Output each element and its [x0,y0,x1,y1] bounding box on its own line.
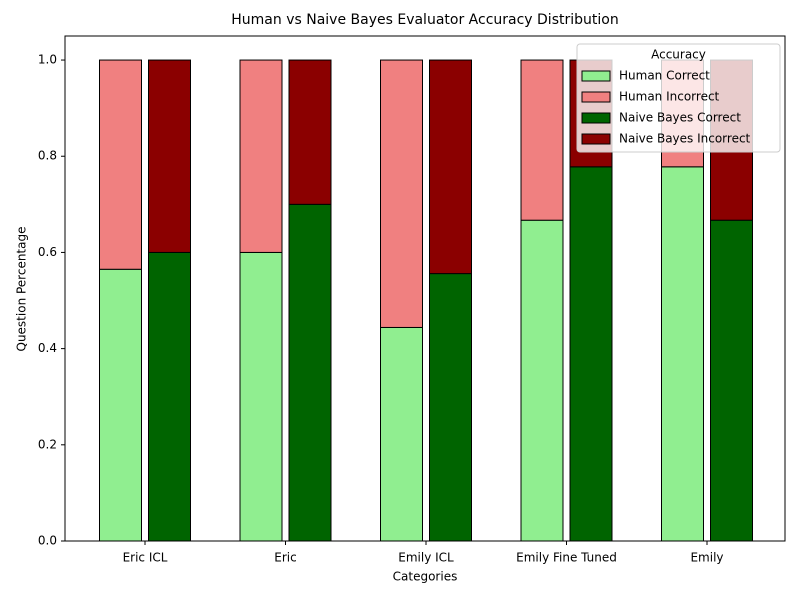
x-tick-label: Eric ICL [123,551,168,565]
bar-segment [429,273,472,542]
legend-box [576,43,781,153]
y-tick-label: 0.6 [38,245,57,259]
y-tick-label: 0.8 [38,149,57,163]
bar-segment [148,251,191,542]
bar-segment [429,59,472,275]
legend-title: Accuracy [651,48,706,62]
bar-segment [710,219,753,542]
legend-swatch [581,133,611,145]
x-tick-label: Eric [274,551,296,565]
bar-segment [239,59,283,253]
bar-segment [520,59,564,221]
legend-label: Human Correct [619,69,710,83]
legend: Accuracy Human Correct Human Incorrect Naiv… [576,43,781,153]
bar-segment [239,251,283,542]
legend-swatch [581,112,611,124]
y-tick-label: 0.4 [38,341,57,355]
bar-segment [520,219,564,542]
bar-segment [288,203,332,542]
legend-label: Naive Bayes Incorrect [619,132,751,146]
legend-swatch [581,91,611,103]
bar-segment [288,59,332,205]
bar-segment [148,59,191,253]
x-tick-label: Emily [690,551,723,565]
bar-segment [99,268,142,542]
bar-segment [99,59,142,270]
x-tick-label: Emily ICL [398,551,454,565]
y-tick-label: 0.0 [38,534,57,548]
legend-label: Human Incorrect [619,90,720,104]
bar-segment [380,59,423,328]
plot-frame [64,35,786,542]
y-tick-label: 1.0 [38,53,57,67]
bar-segment [569,166,613,542]
bar-segment [380,326,423,542]
y-tick-label: 0.2 [38,437,57,451]
x-axis-label: Categories [393,570,458,584]
legend-label: Naive Bayes Correct [619,111,741,125]
y-axis-label: Question Percentage [15,227,29,352]
chart-title: Human vs Naive Bayes Evaluator Accuracy … [231,12,618,28]
bar-segment [661,166,704,542]
legend-swatch [581,70,611,82]
x-tick-label: Emily Fine Tuned [516,551,617,565]
